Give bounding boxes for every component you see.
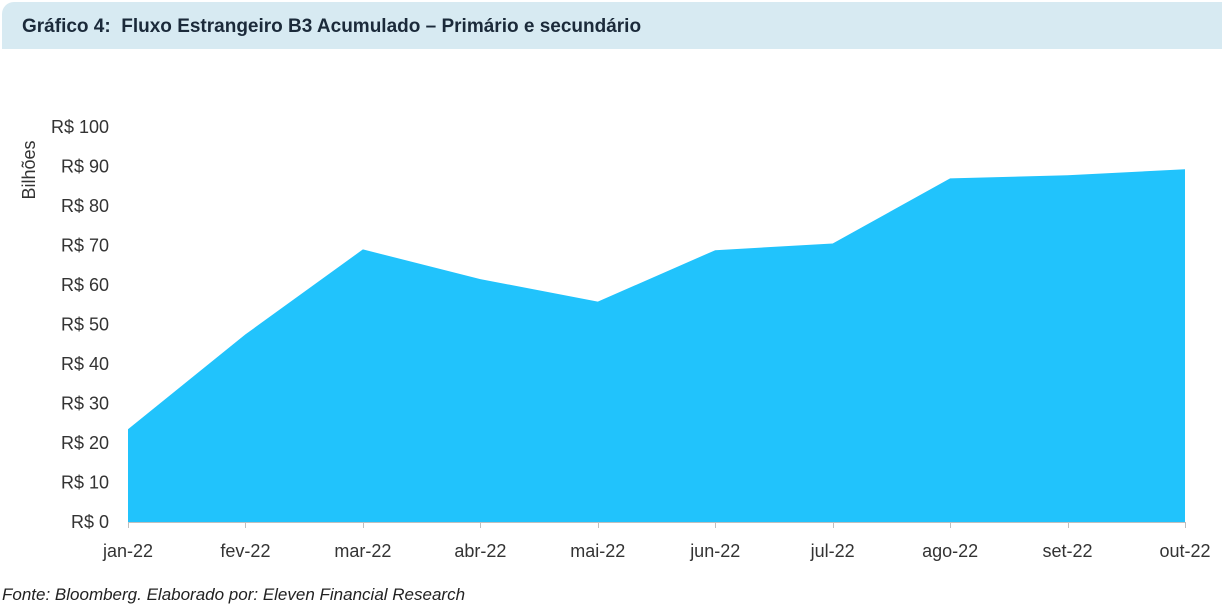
x-tick-label: jun-22: [689, 541, 740, 561]
y-tick-label: R$ 60: [61, 275, 109, 295]
x-tick-label: abr-22: [454, 541, 506, 561]
area-series-0: [128, 169, 1185, 523]
y-tick-label: R$ 90: [61, 157, 109, 177]
y-tick-label: R$ 50: [61, 315, 109, 335]
x-tick-label: set-22: [1043, 541, 1093, 561]
y-tick-label: R$ 0: [71, 512, 109, 532]
y-tick-label: R$ 70: [61, 236, 109, 256]
x-tick-label: jan-22: [102, 541, 153, 561]
x-tick-label: mai-22: [570, 541, 625, 561]
y-tick-label: R$ 20: [61, 433, 109, 453]
title-bar: Gráfico 4: Fluxo Estrangeiro B3 Acumulad…: [2, 2, 1222, 49]
y-tick-label: R$ 30: [61, 394, 109, 414]
y-axis-title: Bilhões: [19, 140, 39, 199]
source-note: Fonte: Bloomberg. Elaborado por: Eleven …: [2, 585, 466, 604]
x-tick-label: ago-22: [922, 541, 978, 561]
x-tick-label: out-22: [1159, 541, 1210, 561]
x-tick-label: mar-22: [334, 541, 391, 561]
y-tick-label: R$ 40: [61, 354, 109, 374]
x-tick-label: fev-22: [220, 541, 270, 561]
y-tick-label: R$ 80: [61, 196, 109, 216]
y-tick-label: R$ 10: [61, 473, 109, 493]
x-tick-label: jul-22: [810, 541, 855, 561]
y-tick-label: R$ 100: [51, 117, 109, 137]
chart-title: Gráfico 4: Fluxo Estrangeiro B3 Acumulad…: [22, 16, 642, 37]
